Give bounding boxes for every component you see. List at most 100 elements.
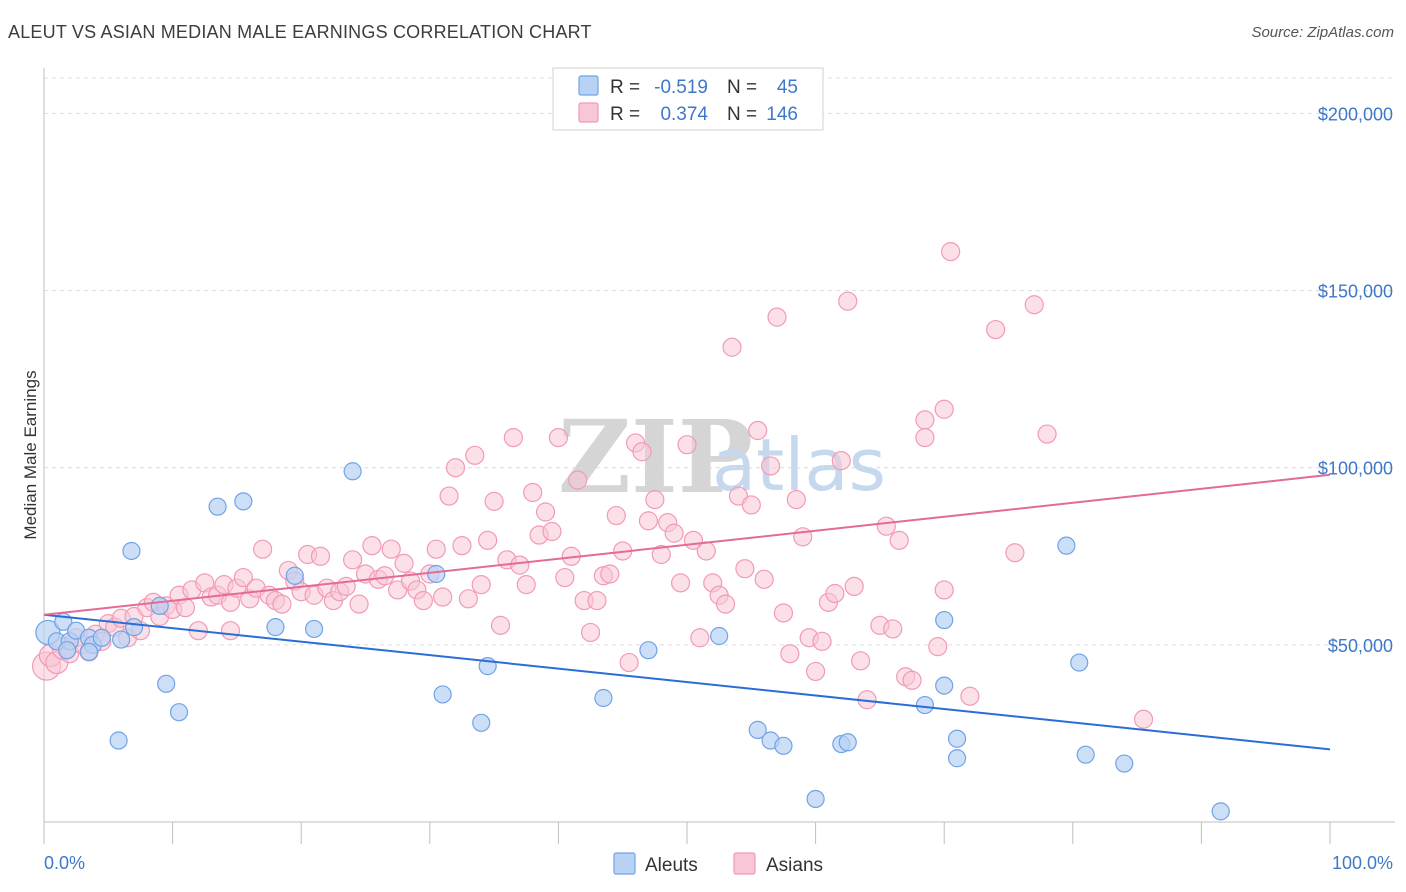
aleuts-point: [266, 618, 285, 637]
asians-point: [452, 536, 472, 556]
asians-point: [741, 495, 761, 515]
asians-point: [677, 435, 697, 455]
asians-point: [754, 569, 774, 589]
asians-point: [632, 442, 652, 462]
gridlines: [44, 77, 1395, 646]
aleuts-point: [304, 619, 324, 639]
asians-point: [934, 399, 954, 419]
aleuts-point: [433, 685, 452, 704]
asians-point: [272, 594, 292, 614]
bottom-legend-swatch-aleuts: [613, 852, 636, 875]
legend-swatch-aleuts: [578, 75, 599, 96]
correlation-legend: R = -0.519 N = 45 R = 0.374 N = 146: [552, 67, 824, 131]
y-tick-label: $100,000: [1318, 459, 1393, 479]
asians-point: [606, 505, 626, 526]
asians-point: [548, 428, 569, 448]
aleuts-point: [109, 731, 128, 750]
aleuts-point: [1076, 745, 1095, 764]
asians-point: [433, 587, 453, 607]
aleuts-point: [594, 688, 613, 708]
asians-point: [349, 594, 369, 614]
asians-point: [587, 590, 607, 611]
legend-r-label-asians: R =: [610, 104, 640, 125]
asians-point: [253, 539, 273, 559]
aleuts-point: [947, 729, 967, 748]
asians-point: [1133, 709, 1154, 729]
y-tick-label: $50,000: [1328, 636, 1393, 656]
aleuts-point: [1057, 536, 1076, 555]
source-credit: Source: ZipAtlas.com: [1251, 24, 1394, 41]
asians-point: [510, 555, 530, 575]
asians-point: [619, 652, 639, 673]
chart-title: ALEUT VS ASIAN MEDIAN MALE EARNINGS CORR…: [8, 22, 592, 42]
aleuts-point: [150, 596, 169, 615]
aleuts-point: [122, 541, 141, 561]
aleuts-point: [838, 733, 857, 752]
aleuts-point: [124, 618, 144, 637]
asians-point: [915, 428, 935, 448]
asians-point: [336, 576, 356, 597]
asians-point: [748, 420, 768, 441]
asians-point: [568, 470, 588, 490]
x-tick-label-max: 100.0%: [1332, 853, 1393, 873]
aleuts-point: [208, 497, 227, 516]
asians-point: [844, 576, 864, 597]
asians-point: [889, 530, 909, 550]
asians-point: [413, 590, 433, 611]
asians-point: [934, 580, 954, 600]
asians-point: [343, 550, 363, 570]
aleuts-point: [1211, 802, 1230, 821]
aleuts-point: [285, 566, 304, 585]
aleuts-point: [79, 642, 99, 662]
asians-point: [760, 456, 781, 476]
aleuts-point: [915, 695, 935, 715]
asians-point: [381, 539, 401, 559]
asians-point: [664, 523, 684, 543]
asians-point: [535, 502, 556, 522]
asians-point: [471, 575, 491, 595]
asians-point: [458, 589, 478, 609]
asians-point: [542, 521, 562, 542]
bottom-legend-label-asians: Asians: [766, 855, 823, 876]
legend-n-value-aleuts: 45: [777, 77, 798, 98]
y-tick-label: $200,000: [1318, 104, 1393, 124]
aleuts-trend-line: [43, 613, 1331, 751]
asians-point: [1005, 543, 1025, 563]
asians-point: [600, 564, 620, 584]
asians-point: [767, 307, 787, 327]
asians-point: [638, 511, 659, 531]
asians-point: [503, 428, 523, 448]
aleuts-point: [1115, 754, 1134, 773]
legend-r-value-aleuts: -0.519: [654, 77, 708, 98]
series-legend: Aleuts Asians: [613, 852, 823, 876]
asians-point: [876, 516, 896, 536]
aleuts-point: [234, 492, 253, 511]
asians-point: [645, 490, 665, 510]
asians-point: [523, 482, 543, 503]
asians-point: [490, 615, 511, 635]
asians-point: [941, 242, 961, 262]
asians-point: [735, 559, 755, 579]
bottom-legend-label-aleuts: Aleuts: [645, 855, 698, 876]
aleuts-point: [1070, 653, 1089, 672]
aleuts-point: [472, 713, 491, 732]
asians-point: [722, 337, 742, 357]
x-tick-label-min: 0.0%: [44, 853, 85, 873]
y-axis-label: Median Male Earnings: [21, 370, 40, 539]
aleuts-point: [806, 789, 825, 809]
asians-point: [439, 486, 459, 506]
trend-lines: [43, 473, 1331, 751]
asians-point: [175, 598, 196, 618]
asians-point: [394, 553, 414, 573]
asians-point: [780, 644, 800, 664]
asians-point: [696, 541, 716, 561]
asians-point: [883, 619, 903, 639]
aleuts-point: [935, 610, 954, 630]
asians-point: [220, 621, 241, 641]
legend-r-value-asians: 0.374: [660, 104, 708, 125]
asians-trend-line: [43, 473, 1331, 616]
asians-point: [445, 458, 466, 478]
asians-point: [960, 686, 980, 706]
asians-point: [310, 546, 331, 566]
asians-point: [690, 628, 710, 648]
